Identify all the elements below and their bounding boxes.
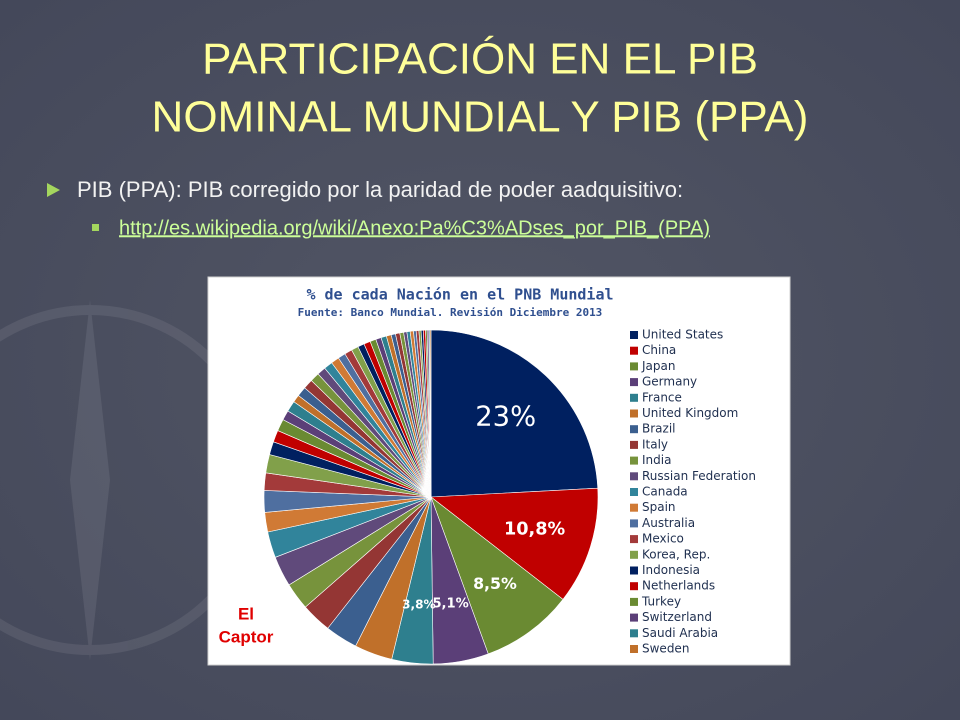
pie-slice — [429, 329, 432, 498]
legend-swatch — [630, 331, 638, 339]
pie-slice — [430, 329, 599, 498]
legend-label: Australia — [642, 516, 695, 530]
legend-label: Saudi Arabia — [642, 626, 718, 640]
legend-swatch — [630, 346, 638, 355]
legend-label: Japan — [641, 359, 675, 373]
sub-bullet-icon — [92, 224, 99, 231]
legend-swatch — [630, 519, 638, 528]
legend-swatch — [630, 582, 638, 591]
legend-swatch — [630, 488, 638, 496]
bullet-icon — [47, 183, 60, 197]
legend-label: Germany — [642, 375, 697, 389]
legend-label: Korea, Rep. — [642, 547, 710, 561]
legend-swatch — [630, 456, 638, 465]
title-line: NOMINAL MUNDIAL Y PIB (PPA) — [152, 93, 809, 142]
chart-subtitle: Fuente: Banco Mundial. Revisión Diciembr… — [298, 306, 603, 319]
legend-label: India — [642, 453, 671, 467]
value-label: 10,8% — [504, 519, 565, 539]
legend-swatch — [630, 503, 638, 512]
value-label: 8,5% — [473, 574, 517, 593]
legend-swatch — [630, 393, 638, 402]
legend-label: United States — [642, 328, 723, 342]
value-label: 5,1% — [432, 596, 468, 611]
watermark: Captor — [219, 627, 274, 646]
legend-label: Italy — [642, 437, 668, 451]
legend-swatch — [630, 378, 638, 387]
legend-swatch — [630, 535, 638, 544]
value-label: 3,8% — [402, 597, 435, 611]
link[interactable]: http://es.wikipedia.org/wiki/Anexo:Pa%C3… — [119, 217, 710, 239]
legend-swatch — [630, 409, 638, 418]
value-label: 23% — [475, 402, 536, 433]
watermark: El — [238, 604, 254, 623]
chart-title: % de cada Nación en el PNB Mundial — [306, 286, 613, 304]
legend-swatch — [630, 472, 638, 481]
pie-slice — [430, 487, 599, 600]
legend-label: Switzerland — [642, 610, 712, 624]
legend-swatch — [630, 566, 638, 575]
legend-label: Turkey — [641, 594, 681, 608]
legend-swatch — [630, 425, 638, 434]
legend-swatch — [630, 440, 638, 449]
legend-label: Russian Federation — [642, 469, 756, 483]
legend-label: Brazil — [642, 422, 676, 436]
legend-label: France — [642, 390, 682, 404]
legend-label: Spain — [642, 500, 676, 514]
legend-label: Sweden — [642, 642, 689, 656]
legend-swatch — [630, 629, 638, 638]
legend-label: Canada — [642, 485, 688, 499]
legend-label: China — [642, 343, 676, 357]
legend-label: Indonesia — [642, 563, 700, 577]
legend-swatch — [630, 362, 638, 371]
legend-swatch — [630, 597, 638, 606]
legend-label: Mexico — [642, 532, 684, 546]
title-line: PARTICIPACIÓN EN EL PIB — [202, 35, 758, 84]
legend-label: United Kingdom — [642, 406, 738, 420]
legend-label: Netherlands — [642, 579, 715, 593]
legend-swatch — [630, 613, 638, 622]
pie-slice — [430, 496, 564, 655]
bullet-text: PIB (PPA): PIB corregido por la paridad … — [77, 177, 683, 202]
legend-swatch — [630, 645, 638, 653]
legend-swatch — [630, 550, 638, 559]
